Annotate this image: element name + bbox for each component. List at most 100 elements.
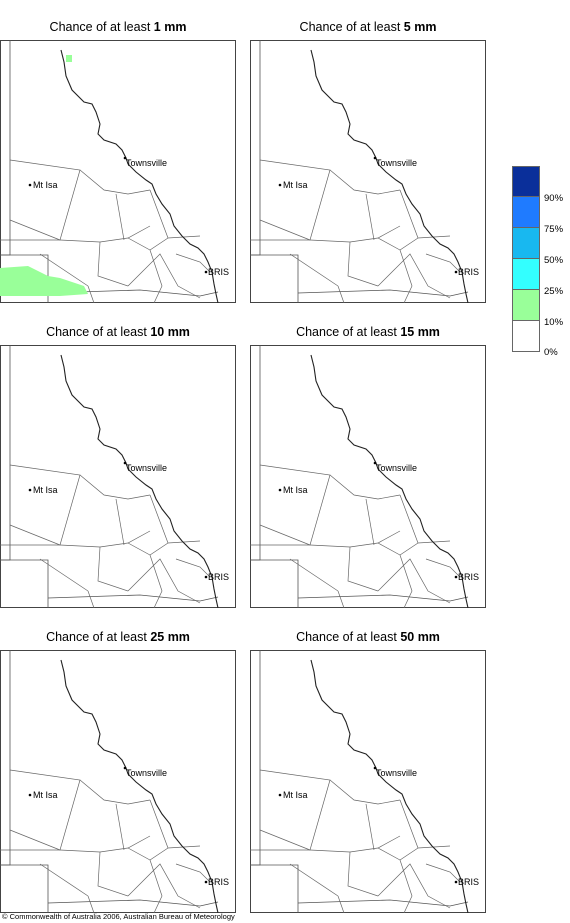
district-border xyxy=(79,169,151,195)
rain-area-cape-york xyxy=(66,55,72,62)
town-label-mt-isa: Mt Isa xyxy=(283,790,308,800)
district-border xyxy=(9,829,61,851)
map-frame xyxy=(250,345,486,608)
district-border xyxy=(365,193,375,241)
legend-label-90: 90% xyxy=(544,193,564,204)
district-border xyxy=(377,253,451,299)
town-marker-mt-isa xyxy=(28,488,32,492)
district-border xyxy=(9,524,61,546)
town-marker-mt-isa xyxy=(28,183,32,187)
district-border xyxy=(347,241,379,287)
district-border xyxy=(399,554,413,608)
district-border xyxy=(87,895,95,913)
town-label-bris: BRIS xyxy=(458,267,479,277)
district-border xyxy=(175,863,211,883)
district-border xyxy=(59,530,151,548)
district-border xyxy=(337,895,345,913)
map-panel-1mm: Townsville Mt Isa BRIS xyxy=(0,40,236,303)
legend-swatch-0-10 xyxy=(512,321,540,352)
town-marker-mt-isa xyxy=(278,793,282,797)
district-border xyxy=(365,803,375,851)
town-marker-mt-isa xyxy=(278,183,282,187)
district-border xyxy=(79,779,151,805)
town-label-townsville: Townsville xyxy=(376,768,417,778)
legend-swatch-90plus xyxy=(512,166,540,197)
district-border xyxy=(399,249,413,303)
legend-swatch-25-50 xyxy=(512,259,540,290)
district-border xyxy=(87,285,95,303)
town-label-bris: BRIS xyxy=(208,572,229,582)
map-panel-50mm: Townsville Mt Isa BRIS xyxy=(250,650,486,913)
district-border xyxy=(309,530,401,548)
town-marker-bris xyxy=(454,575,458,579)
district-border xyxy=(39,863,89,897)
panel-title-25mm: Chance of at least 25 mm xyxy=(46,630,190,644)
southern-border xyxy=(47,289,219,297)
town-label-bris: BRIS xyxy=(458,877,479,887)
inset-box xyxy=(250,864,299,913)
legend-label-50: 50% xyxy=(544,255,564,266)
southern-border xyxy=(47,594,219,602)
map-panel-25mm: Townsville Mt Isa BRIS xyxy=(0,650,236,913)
coastline xyxy=(60,354,219,608)
district-border xyxy=(39,558,89,592)
legend-swatch-10-25 xyxy=(512,290,540,321)
southern-border xyxy=(297,594,469,602)
queensland-map: Townsville Mt Isa BRIS xyxy=(0,650,236,913)
town-marker-bris xyxy=(204,270,208,274)
district-border xyxy=(289,863,339,897)
district-border xyxy=(250,464,331,546)
district-border xyxy=(175,253,211,273)
district-border xyxy=(309,225,401,243)
district-border xyxy=(377,863,451,909)
southern-border xyxy=(297,289,469,297)
map-frame xyxy=(250,650,486,913)
district-border xyxy=(377,558,451,604)
district-border xyxy=(149,859,163,913)
district-border xyxy=(97,241,129,287)
coastline xyxy=(310,354,469,608)
district-border xyxy=(329,169,401,195)
queensland-map: Townsville Mt Isa BRIS xyxy=(0,345,236,608)
town-label-townsville: Townsville xyxy=(126,768,167,778)
town-label-bris: BRIS xyxy=(208,877,229,887)
legend-label-10: 10% xyxy=(544,317,564,328)
map-frame xyxy=(0,650,236,913)
legend-swatch-75-90 xyxy=(512,197,540,228)
district-border xyxy=(59,225,151,243)
inset-box xyxy=(250,559,299,608)
district-border xyxy=(97,546,129,592)
inset-box xyxy=(0,559,49,608)
inset-box xyxy=(0,864,49,913)
town-label-townsville: Townsville xyxy=(126,463,167,473)
town-label-mt-isa: Mt Isa xyxy=(33,485,58,495)
district-border xyxy=(175,558,211,578)
district-border xyxy=(149,554,163,608)
panel-title-50mm: Chance of at least 50 mm xyxy=(296,630,440,644)
map-panel-5mm: Townsville Mt Isa BRIS xyxy=(250,40,486,303)
district-border xyxy=(289,253,339,287)
legend-label-0: 0% xyxy=(544,347,558,358)
town-marker-townsville xyxy=(123,156,127,160)
town-label-mt-isa: Mt Isa xyxy=(33,180,58,190)
coastline xyxy=(310,659,469,913)
town-marker-townsville xyxy=(373,766,377,770)
district-border xyxy=(259,219,311,241)
town-marker-townsville xyxy=(373,156,377,160)
district-border xyxy=(347,546,379,592)
district-border xyxy=(0,769,81,851)
town-label-mt-isa: Mt Isa xyxy=(283,180,308,190)
map-panel-10mm: Townsville Mt Isa BRIS xyxy=(0,345,236,608)
town-label-townsville: Townsville xyxy=(126,158,167,168)
town-label-townsville: Townsville xyxy=(376,463,417,473)
probability-legend: 90% 75% 50% 25% 10% 0% xyxy=(512,166,570,358)
town-marker-bris xyxy=(204,880,208,884)
inset-box xyxy=(250,254,299,303)
southern-border xyxy=(297,899,469,907)
district-border xyxy=(347,851,379,897)
district-border xyxy=(309,835,401,853)
town-marker-townsville xyxy=(123,461,127,465)
town-marker-bris xyxy=(454,270,458,274)
town-marker-bris xyxy=(454,880,458,884)
district-border xyxy=(127,558,201,604)
